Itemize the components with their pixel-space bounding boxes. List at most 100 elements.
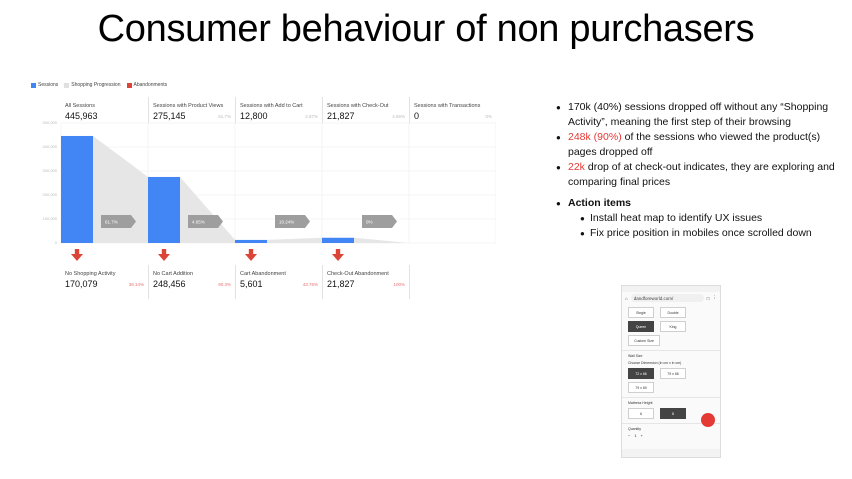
section-label: Wall Size bbox=[628, 354, 643, 358]
abandon-check-out: Check-Out Abandonment 21,827 100% bbox=[322, 265, 409, 299]
abandon-no-shopping: No Shopping Activity 170,079 38.14% bbox=[61, 265, 148, 299]
y-axis: 500,000 400,000 300,000 200,000 100,000 0 bbox=[31, 120, 59, 245]
abandonment-arrow-head bbox=[71, 254, 83, 261]
stage-value: 275,145 bbox=[153, 111, 186, 121]
legend-label: Abandonments bbox=[133, 82, 168, 88]
abandon-pct: 43.76% bbox=[302, 282, 318, 287]
y-tick-label: 200,000 bbox=[42, 192, 57, 197]
insight-bullet: 248k (90%) of the sessions who viewed th… bbox=[556, 130, 836, 160]
shopping-progression-area bbox=[354, 237, 409, 243]
quantity-value: 1 bbox=[634, 433, 637, 438]
quantity-label: Quantity bbox=[628, 427, 642, 431]
stage-value: 12,800 bbox=[240, 111, 268, 121]
highlight-text: 22k bbox=[568, 161, 585, 173]
abandon-value: 170,079 bbox=[65, 279, 98, 289]
y-tick-label: 400,000 bbox=[42, 144, 57, 149]
funnel-chart: 61.7% 4.65% 10.24% 0% bbox=[60, 122, 496, 261]
height-option-selected: 8 bbox=[660, 408, 686, 419]
highlight-text: 248k (90%) bbox=[568, 131, 622, 143]
y-tick-label: 100,000 bbox=[42, 216, 57, 221]
abandon-value: 5,601 bbox=[240, 279, 263, 289]
divider bbox=[622, 397, 720, 398]
url-field: dandforeworld.com/ bbox=[630, 294, 704, 302]
progression-pct-label: 61.7% bbox=[105, 219, 118, 224]
progression-arrow bbox=[101, 215, 136, 228]
action-item: Fix price position in mobiles once scrol… bbox=[580, 226, 836, 241]
stage-header: All Sessions 445,963 Sessions with Produ… bbox=[61, 97, 496, 123]
abandon-value: 21,827 bbox=[327, 279, 355, 289]
legend-item-sessions: Sessions bbox=[31, 82, 58, 88]
chart-legend: Sessions Shopping Progression Abandonmen… bbox=[31, 82, 167, 88]
stage-label: Sessions with Transactions bbox=[414, 103, 481, 109]
stage-pct: 0% bbox=[485, 114, 492, 119]
divider bbox=[622, 350, 720, 351]
session-bar bbox=[148, 176, 180, 243]
minus-icon: − bbox=[628, 433, 631, 438]
size-options-row: Single Double bbox=[628, 307, 720, 318]
stage-transactions: Sessions with Transactions 0 0% bbox=[409, 97, 496, 123]
size-option: King bbox=[660, 321, 686, 332]
bullet-text: of the sessions who viewed the product(s… bbox=[568, 131, 821, 158]
stage-product-views: Sessions with Product Views 275,145 61.7… bbox=[148, 97, 235, 123]
y-tick-label: 0 bbox=[54, 240, 57, 245]
size-option: Custom Size bbox=[628, 335, 660, 346]
dimension-option: 79 x 69 bbox=[628, 382, 654, 393]
plus-icon: + bbox=[640, 433, 643, 438]
size-option: Double bbox=[660, 307, 686, 318]
stage-label: Sessions with Product Views bbox=[153, 103, 224, 109]
legend-item-abandonments: Abandonments bbox=[126, 82, 168, 88]
size-options-row: Custom Size bbox=[628, 335, 720, 346]
legend-label: Sessions bbox=[38, 82, 59, 88]
stage-all-sessions: All Sessions 445,963 bbox=[61, 97, 148, 123]
divider bbox=[622, 423, 720, 424]
abandonment-arrow-head bbox=[245, 254, 257, 261]
action-items-header: Action items bbox=[556, 196, 836, 211]
abandonment-arrow-shaft bbox=[248, 249, 254, 254]
url-text: dandforeworld.com/ bbox=[633, 295, 674, 301]
abandonment-footer: No Shopping Activity 170,079 38.14% No C… bbox=[61, 265, 496, 299]
quantity-stepper: − 1 + bbox=[628, 433, 720, 438]
action-item: Install heat map to identify UX issues bbox=[580, 211, 836, 226]
stage-label: All Sessions bbox=[65, 103, 95, 109]
bullet-text: drop of at check-out indicates, they are… bbox=[568, 161, 835, 188]
height-option: 6 bbox=[628, 408, 654, 419]
y-tick-label: 500,000 bbox=[42, 120, 57, 125]
funnel-report: 61.7% 4.65% 10.24% 0% 500,000 400,000 300,000… bbox=[31, 97, 496, 299]
size-option: Single bbox=[628, 307, 654, 318]
action-items-list: Install heat map to identify UX issues F… bbox=[556, 211, 836, 241]
legend-item-progression: Shopping Progression bbox=[64, 82, 121, 88]
height-row: 6 8 bbox=[628, 408, 720, 419]
page-title: Consumer behaviour of non purchasers bbox=[97, 8, 755, 50]
size-option-selected: Queen bbox=[628, 321, 654, 332]
stage-label: Sessions with Check-Out bbox=[327, 103, 389, 109]
abandon-no-cart: No Cart Addition 248,456 90.3% bbox=[148, 265, 235, 299]
abandon-pct: 90.3% bbox=[218, 282, 231, 287]
legend-swatch bbox=[126, 82, 132, 88]
dimension-row: 72 x 66 79 x 66 bbox=[628, 368, 720, 379]
abandon-empty bbox=[409, 265, 496, 299]
phone-status-bar bbox=[622, 286, 720, 292]
mobile-screenshot: ⌂ dandforeworld.com/ □ ⋮ Single Double Q… bbox=[621, 285, 721, 458]
stage-pct: 4.65% bbox=[392, 114, 405, 119]
stage-value: 0 bbox=[414, 111, 420, 121]
stage-pct: 2.87% bbox=[305, 114, 318, 119]
section-sublabel: Choose Dimension (in cm x in cm) bbox=[628, 361, 682, 365]
abandon-cart: Cart Abandonment 5,601 43.76% bbox=[235, 265, 322, 299]
abandonment-arrow-head bbox=[158, 254, 170, 261]
legend-swatch bbox=[64, 82, 70, 88]
y-tick-label: 300,000 bbox=[42, 168, 57, 173]
progression-pct-label: 0% bbox=[366, 219, 373, 224]
stage-add-to-cart: Sessions with Add to Cart 12,800 2.87% bbox=[235, 97, 322, 123]
session-bar bbox=[61, 135, 93, 243]
phone-nav-bar bbox=[622, 449, 720, 457]
phone-url-bar: ⌂ dandforeworld.com/ □ ⋮ bbox=[622, 292, 720, 304]
progression-arrow bbox=[188, 215, 223, 228]
stage-check-out: Sessions with Check-Out 21,827 4.65% bbox=[322, 97, 409, 123]
session-bar bbox=[235, 239, 267, 243]
legend-swatch bbox=[31, 82, 36, 88]
stage-value: 21,827 bbox=[327, 111, 355, 121]
size-options-row: Queen King bbox=[628, 321, 720, 332]
abandon-label: No Shopping Activity bbox=[65, 271, 116, 277]
dimension-option-selected: 72 x 66 bbox=[628, 368, 654, 379]
chat-bubble-icon bbox=[701, 413, 715, 427]
